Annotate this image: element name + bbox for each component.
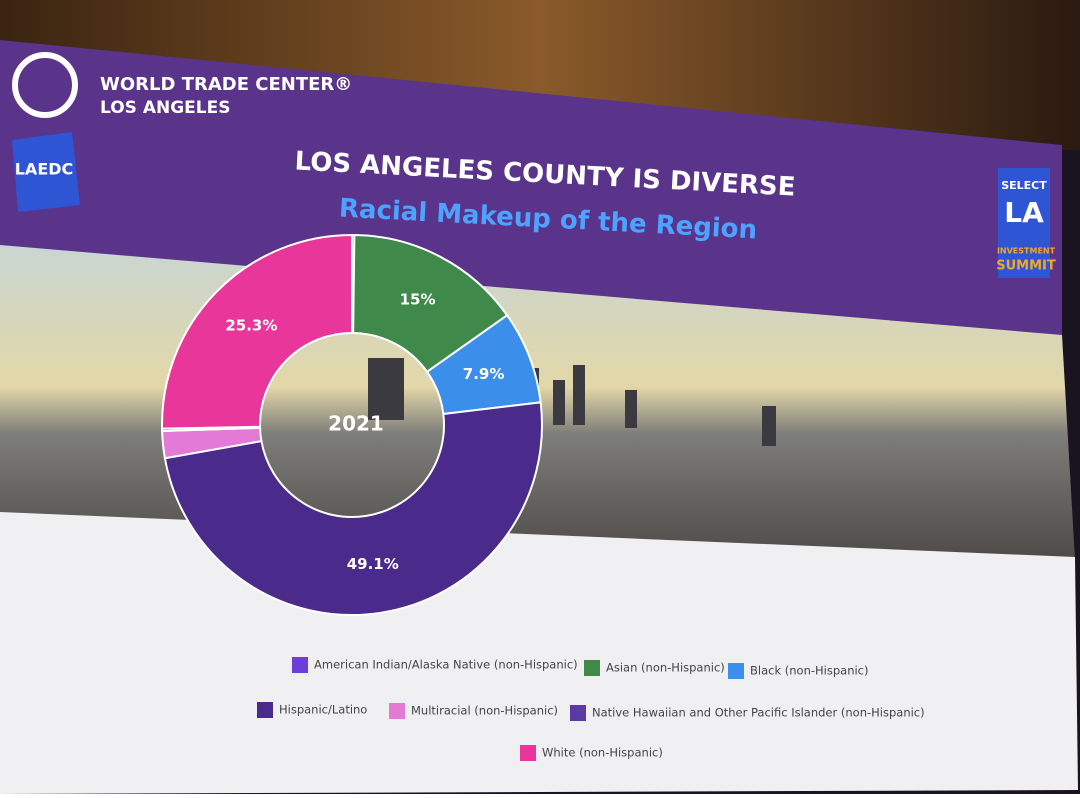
donut-slice <box>161 233 353 430</box>
slice-label: 15% <box>400 291 436 309</box>
center-label: 2021 <box>328 412 384 436</box>
legend-label: Multiracial (non-Hispanic) <box>411 704 558 718</box>
donut-chart: 15% 7.9% 49.1% 25.3% 2021 American Indian/Ala… <box>161 233 925 761</box>
slice-label: 7.9% <box>463 365 505 383</box>
badge-line1: SELECT <box>1001 179 1047 192</box>
legend-swatch <box>292 657 308 673</box>
badge-line4: SUMMIT <box>996 259 1056 274</box>
org-city: LOS ANGELES <box>100 98 230 118</box>
legend-label: Asian (non-Hispanic) <box>606 661 725 675</box>
selectla-badge <box>998 168 1050 278</box>
laedc-text: LAEDC <box>15 160 74 179</box>
legend-swatch <box>584 660 600 676</box>
slide-bottom <box>0 512 1078 794</box>
badge-line2: LA <box>1004 196 1044 229</box>
legend-swatch <box>520 745 536 761</box>
legend-swatch <box>257 702 273 718</box>
legend-label: Hispanic/Latino <box>279 703 367 717</box>
donut-slice <box>352 234 509 374</box>
legend-label: Native Hawaiian and Other Pacific Island… <box>592 706 925 720</box>
donut-slice <box>163 401 543 616</box>
laedc-badge <box>12 132 80 212</box>
wtc-logo <box>12 52 78 118</box>
org-name: WORLD TRADE CENTER® <box>100 74 352 95</box>
slice-label: 49.1% <box>347 555 399 573</box>
legend-swatch <box>728 663 744 679</box>
legend-label: American Indian/Alaska Native (non-Hispa… <box>314 658 578 672</box>
badge-line3: INVESTMENT <box>997 247 1056 256</box>
legend-label: Black (non-Hispanic) <box>750 664 869 678</box>
legend-swatch <box>389 703 405 719</box>
legend-swatch <box>570 705 586 721</box>
slice-label: 25.3% <box>225 317 277 335</box>
legend-label: White (non-Hispanic) <box>542 746 663 760</box>
